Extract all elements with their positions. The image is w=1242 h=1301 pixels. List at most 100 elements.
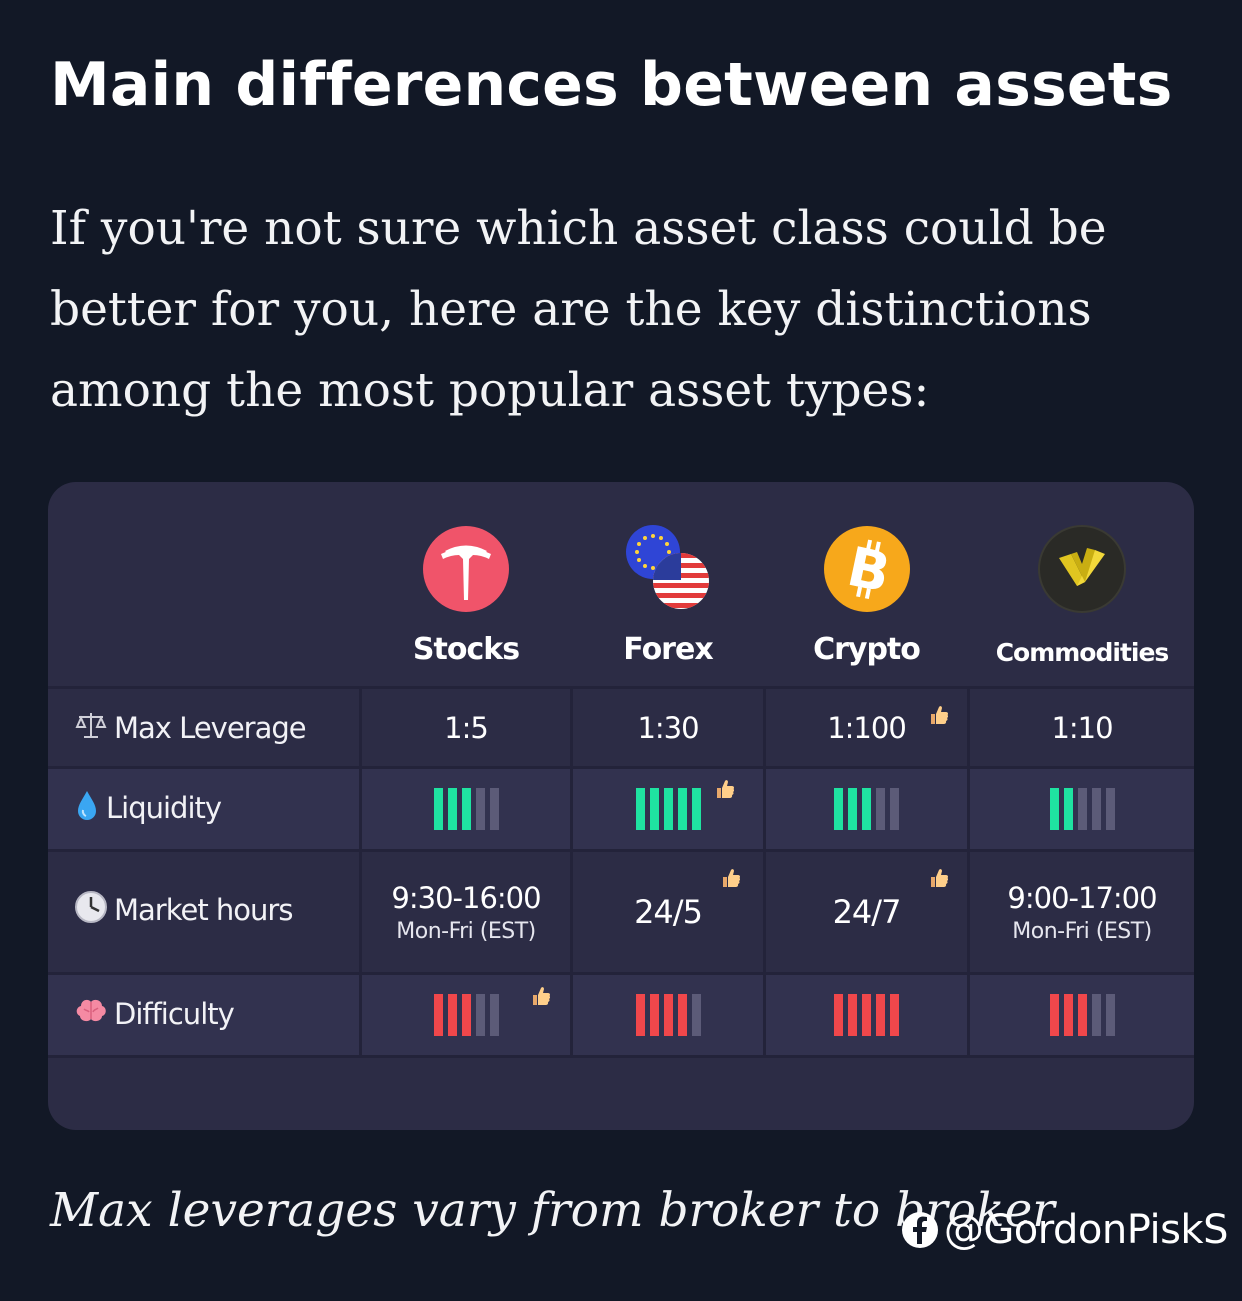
- grid-line: [359, 686, 362, 1058]
- grid-line: [763, 686, 766, 1058]
- level-bar-filled: [848, 994, 857, 1036]
- difficulty-bars: [635, 994, 701, 1036]
- column-label: Crypto: [813, 632, 921, 667]
- liquidity-bars: [433, 788, 499, 830]
- level-bar-empty: [890, 788, 899, 830]
- row-label-text: Liquidity: [106, 791, 222, 825]
- hours-value: 9:00-17:00: [1007, 880, 1157, 915]
- brain-icon: [74, 996, 108, 1033]
- column-header-crypto: B Crypto: [766, 482, 967, 686]
- row-label-max-leverage: Max Leverage: [74, 706, 307, 750]
- cell-difficulty-crypto: [766, 975, 967, 1055]
- column-label: Commodities: [995, 638, 1170, 667]
- thumbs-up-icon: [928, 704, 950, 726]
- cell-liquidity-commodities: [970, 769, 1194, 849]
- cell-difficulty-forex: [573, 975, 763, 1055]
- cell-liquidity-forex: [573, 769, 763, 849]
- level-bar-empty: [475, 788, 485, 830]
- level-bar-filled: [677, 788, 687, 830]
- caption: Max leverages vary from broker to broker: [50, 1183, 1055, 1238]
- cell-leverage-commodities: 1:10: [970, 689, 1194, 766]
- column-label: Stocks: [412, 632, 520, 667]
- level-bar-filled: [1063, 994, 1073, 1036]
- liquidity-bars: [834, 788, 899, 830]
- leverage-value: 1:10: [1051, 710, 1113, 745]
- hours-value: 24/7: [832, 893, 902, 931]
- grid-line: [48, 972, 1194, 975]
- water-drop-icon: [74, 788, 100, 829]
- level-bar-filled: [635, 994, 645, 1036]
- grid-line: [48, 849, 1194, 852]
- level-bar-filled: [663, 788, 673, 830]
- facebook-icon: [900, 1210, 940, 1250]
- tesla-logo-icon: [421, 524, 511, 614]
- cell-hours-stocks: 9:30-16:00 Mon-Fri (EST): [362, 852, 570, 972]
- cell-hours-crypto: 24/7: [766, 852, 967, 972]
- hours-days: Mon-Fri (EST): [1012, 918, 1152, 944]
- column-label: Forex: [623, 632, 713, 667]
- leverage-value: 1:30: [637, 710, 699, 745]
- level-bar-filled: [677, 994, 687, 1036]
- row-label-difficulty: Difficulty: [74, 992, 235, 1036]
- row-label-text: Market hours: [114, 893, 293, 927]
- cell-liquidity-crypto: [766, 769, 967, 849]
- cell-leverage-stocks: 1:5: [362, 689, 570, 766]
- watermark: @GordonPiskS: [900, 1207, 1229, 1253]
- thumbs-up-icon: [714, 778, 736, 800]
- level-bar-empty: [1077, 788, 1087, 830]
- cell-difficulty-commodities: [970, 975, 1194, 1055]
- level-bar-filled: [862, 994, 871, 1036]
- difficulty-bars: [433, 994, 499, 1036]
- leverage-value: 1:100: [827, 710, 907, 745]
- level-bar-filled: [649, 994, 659, 1036]
- level-bar-empty: [876, 788, 885, 830]
- level-bar-filled: [433, 994, 443, 1036]
- level-bar-filled: [1077, 994, 1087, 1036]
- level-bar-filled: [461, 994, 471, 1036]
- intro-paragraph: If you're not sure which asset class cou…: [50, 201, 1107, 418]
- cell-leverage-forex: 1:30: [573, 689, 763, 766]
- balance-scale-icon: [74, 708, 108, 749]
- level-bar-empty: [1105, 994, 1115, 1036]
- column-header-stocks: Stocks: [362, 482, 570, 686]
- grid-line: [967, 686, 970, 1058]
- cell-leverage-crypto: 1:100: [766, 689, 967, 766]
- bitcoin-icon: B: [822, 524, 912, 614]
- gold-bars-icon: [1037, 524, 1127, 614]
- cell-hours-forex: 24/5: [573, 852, 763, 972]
- level-bar-filled: [663, 994, 673, 1036]
- level-bar-filled: [834, 788, 843, 830]
- level-bar-filled: [876, 994, 885, 1036]
- thumbs-up-icon: [530, 985, 552, 1007]
- row-bg-difficulty: [48, 972, 1194, 1056]
- row-bg-liquidity: [48, 766, 1194, 850]
- comparison-table: Stocks: [48, 482, 1194, 1130]
- level-bar-filled: [848, 788, 857, 830]
- level-bar-empty: [691, 994, 701, 1036]
- level-bar-empty: [489, 994, 499, 1036]
- column-header-forex: Forex: [573, 482, 763, 686]
- level-bar-filled: [691, 788, 701, 830]
- hours-value: 9:30-16:00: [391, 880, 541, 915]
- column-header-commodities: Commodities: [970, 482, 1194, 686]
- level-bar-filled: [834, 994, 843, 1036]
- grid-line: [48, 686, 1194, 689]
- level-bar-empty: [489, 788, 499, 830]
- row-label-market-hours: Market hours: [74, 888, 293, 932]
- level-bar-empty: [1091, 994, 1101, 1036]
- level-bar-filled: [890, 994, 899, 1036]
- cell-hours-commodities: 9:00-17:00 Mon-Fri (EST): [970, 852, 1194, 972]
- level-bar-filled: [447, 788, 457, 830]
- hours-days: Mon-Fri (EST): [396, 918, 536, 944]
- cell-liquidity-stocks: [362, 769, 570, 849]
- level-bar-filled: [1063, 788, 1073, 830]
- thumbs-up-icon: [720, 867, 742, 889]
- leverage-value: 1:5: [444, 710, 489, 745]
- difficulty-bars: [834, 994, 899, 1036]
- level-bar-filled: [1049, 788, 1059, 830]
- grid-line: [570, 686, 573, 1058]
- level-bar-filled: [1049, 994, 1059, 1036]
- page-title: Main differences between assets: [50, 50, 1173, 120]
- thumbs-up-icon: [928, 867, 950, 889]
- level-bar-empty: [475, 994, 485, 1036]
